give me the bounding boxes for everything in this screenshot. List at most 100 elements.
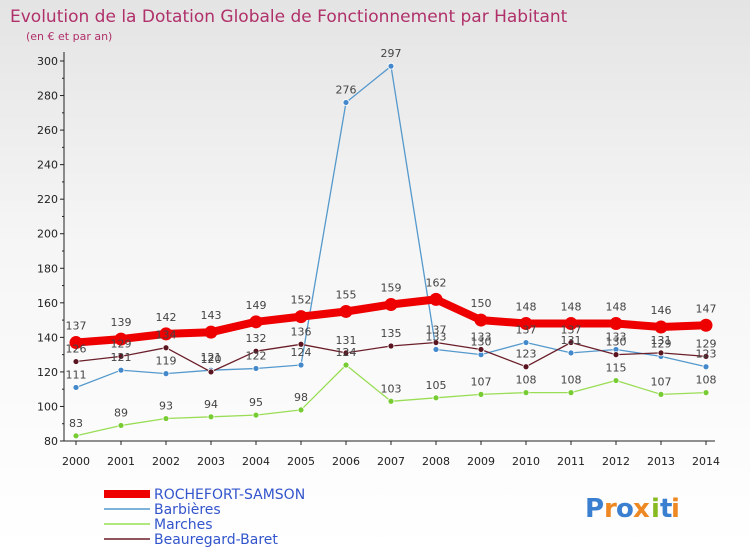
y-tick-label: 180 (37, 262, 58, 275)
data-label: 150 (471, 297, 492, 310)
y-tick-label: 160 (37, 297, 58, 310)
data-point (117, 366, 125, 374)
data-label: 108 (696, 374, 717, 387)
x-tick-label: 2002 (152, 455, 180, 468)
data-point (654, 320, 668, 334)
y-tick-label: 80 (44, 435, 58, 448)
data-label: 108 (516, 374, 537, 387)
data-label: 95 (249, 396, 263, 409)
data-label: 133 (426, 330, 447, 343)
data-label: 98 (294, 391, 308, 404)
data-point (297, 361, 305, 369)
data-point (699, 318, 713, 332)
data-point (69, 336, 83, 350)
data-point (477, 390, 485, 398)
data-point (162, 344, 170, 352)
data-point (159, 327, 173, 341)
data-label: 130 (471, 336, 492, 349)
data-label: 134 (156, 329, 177, 342)
data-point (387, 397, 395, 405)
legend-label: Barbières (154, 502, 221, 518)
data-point (657, 390, 665, 398)
data-label: 111 (66, 368, 87, 381)
data-label: 105 (426, 379, 447, 392)
data-label: 137 (516, 324, 537, 337)
data-point (297, 406, 305, 414)
data-label: 121 (111, 351, 132, 364)
y-ticks: 80 100 120 140 160 180 200 220 240 260 280 300 (37, 55, 64, 448)
data-point (297, 340, 305, 348)
data-label: 107 (651, 375, 672, 388)
data-point (429, 292, 443, 306)
data-point (612, 377, 620, 384)
data-point (342, 361, 350, 369)
data-label: 124 (291, 346, 312, 359)
x-tick-label: 2001 (107, 455, 135, 468)
data-point (387, 342, 395, 350)
data-label: 126 (66, 343, 87, 356)
data-label: 276 (336, 83, 357, 96)
data-label: 152 (291, 294, 312, 307)
data-label: 137 (66, 320, 87, 333)
data-point (432, 339, 440, 346)
data-point (342, 99, 350, 106)
data-point (702, 389, 710, 397)
x-tick-label: 2007 (377, 455, 405, 468)
x-tick-label: 2008 (422, 455, 450, 468)
data-label: 143 (201, 309, 222, 322)
data-point (162, 370, 170, 378)
data-label: 131 (651, 334, 672, 347)
data-label: 297 (381, 47, 402, 60)
legend: ROCHEFORT-SAMSONBarbièresMarchesBeaurega… (104, 487, 305, 548)
data-label: 124 (336, 346, 357, 359)
data-label: 129 (696, 337, 717, 350)
data-point (72, 358, 80, 365)
axes (63, 52, 715, 442)
data-label: 137 (426, 324, 447, 337)
data-point (567, 349, 575, 357)
data-label: 130 (606, 336, 627, 349)
logo-letter: o (616, 494, 634, 524)
data-label: 146 (651, 304, 672, 317)
data-label: 132 (246, 332, 267, 345)
data-point (117, 422, 125, 429)
data-point (384, 298, 398, 312)
y-tick-label: 240 (37, 159, 58, 172)
data-label: 147 (696, 302, 717, 315)
data-label: 123 (516, 348, 537, 361)
data-point (342, 349, 350, 357)
data-label: 129 (651, 337, 672, 350)
x-tick-label: 2011 (557, 455, 585, 468)
series-layer (69, 62, 713, 440)
data-point (522, 363, 530, 371)
logo-letter: t (660, 494, 672, 524)
data-label: 139 (111, 316, 132, 329)
data-point (702, 363, 710, 371)
logo-letter: i (671, 494, 680, 524)
data-label: 131 (561, 334, 582, 347)
x-ticks: 2000 2001 2002 2003 2004 2005 2006 2007 2008 2009… (62, 441, 720, 468)
data-point (657, 349, 665, 357)
data-label: 133 (606, 330, 627, 343)
x-tick-label: 2004 (242, 455, 270, 468)
data-point (477, 346, 485, 353)
data-label: 83 (69, 417, 83, 430)
data-point (567, 389, 575, 397)
data-label: 108 (561, 374, 582, 387)
y-tick-label: 100 (37, 400, 58, 413)
legend-label: Beauregard-Baret (154, 532, 278, 548)
logo-letter: P (585, 494, 604, 524)
data-label: 121 (201, 351, 222, 364)
y-tick-label: 220 (37, 193, 58, 206)
data-point (522, 389, 530, 397)
data-point (114, 332, 128, 346)
data-label: 122 (246, 349, 267, 362)
legend-label: Marches (154, 517, 213, 533)
y-tick-label: 120 (37, 366, 58, 379)
data-point (609, 317, 623, 331)
data-point (72, 432, 80, 440)
x-tick-label: 2013 (647, 455, 675, 468)
y-tick-label: 300 (37, 55, 58, 68)
